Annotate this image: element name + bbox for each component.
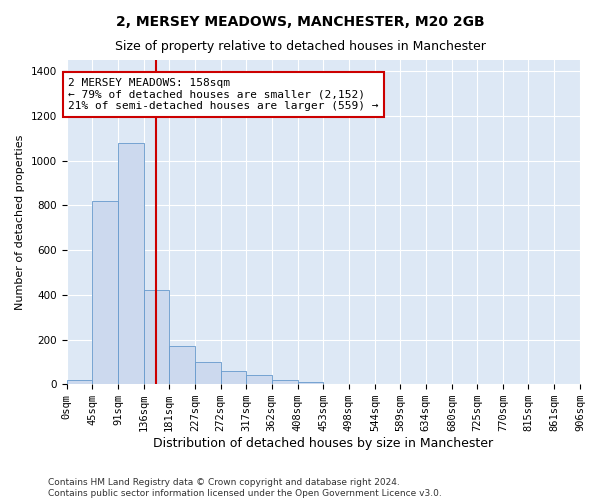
Bar	[118, 142, 143, 384]
Bar	[298, 382, 323, 384]
Bar	[67, 380, 92, 384]
Bar	[143, 290, 169, 384]
Text: Contains HM Land Registry data © Crown copyright and database right 2024.
Contai: Contains HM Land Registry data © Crown c…	[48, 478, 442, 498]
Bar	[195, 362, 221, 384]
Text: 2 MERSEY MEADOWS: 158sqm
← 79% of detached houses are smaller (2,152)
21% of sem: 2 MERSEY MEADOWS: 158sqm ← 79% of detach…	[68, 78, 379, 111]
Y-axis label: Number of detached properties: Number of detached properties	[15, 134, 25, 310]
Bar	[221, 371, 246, 384]
Text: 2, MERSEY MEADOWS, MANCHESTER, M20 2GB: 2, MERSEY MEADOWS, MANCHESTER, M20 2GB	[116, 15, 484, 29]
Text: Size of property relative to detached houses in Manchester: Size of property relative to detached ho…	[115, 40, 485, 53]
Bar	[169, 346, 195, 384]
Bar	[272, 380, 298, 384]
X-axis label: Distribution of detached houses by size in Manchester: Distribution of detached houses by size …	[153, 437, 493, 450]
Bar	[246, 376, 272, 384]
Bar	[92, 201, 118, 384]
